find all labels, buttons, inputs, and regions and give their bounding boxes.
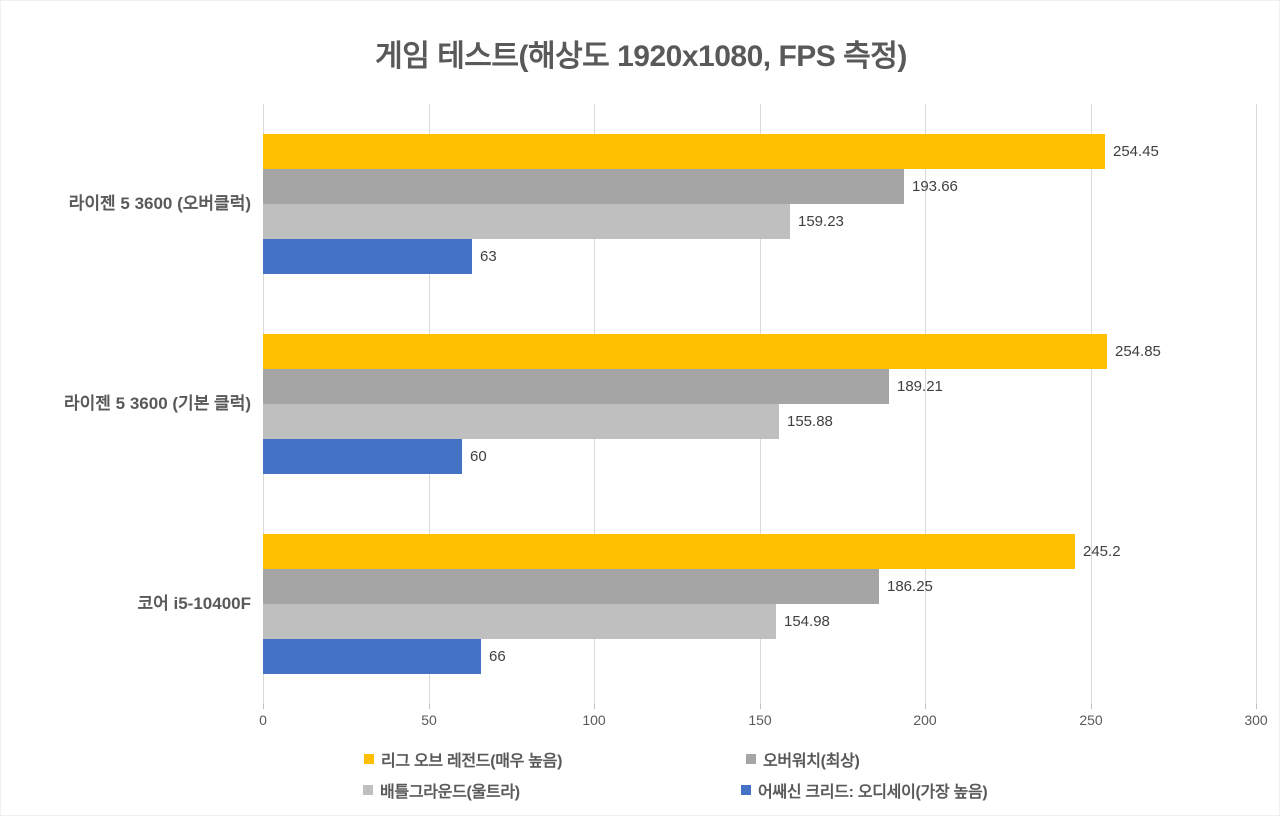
legend-item: 배틀그라운드(울트라) <box>363 780 520 801</box>
chart-title: 게임 테스트(해상도 1920x1080, FPS 측정) <box>375 40 907 73</box>
bar-group: 245.2 186.25 154.98 66 <box>263 504 1256 704</box>
bar-series-1-category-2 <box>263 569 879 604</box>
bar-series-3-category-1 <box>263 439 462 474</box>
bar-value-label: 245.2 <box>1083 543 1121 560</box>
bar-value-label: 66 <box>489 648 506 665</box>
x-axis-tick-label: 200 <box>913 712 937 728</box>
category-label: 라이젠 5 3600 (오버클럭) <box>68 194 251 213</box>
legend-label: 오버워치(최상) <box>763 753 860 770</box>
bar-value-label: 159.23 <box>798 213 844 230</box>
axis-tick-mark <box>263 704 264 709</box>
category-label: 코어 i5-10400F <box>137 594 252 613</box>
legend-item: 리그 오브 레전드(매우 높음) <box>364 749 563 770</box>
bar-series-1-category-1 <box>263 369 889 404</box>
legend-item: 오버워치(최상) <box>746 749 860 770</box>
axis-tick-mark <box>760 704 761 709</box>
bar-value-label: 193.66 <box>912 178 958 195</box>
axis-tick-mark <box>429 704 430 709</box>
bar-value-label: 189.21 <box>897 378 943 395</box>
x-axis-tick-label: 250 <box>1079 712 1103 728</box>
bar-value-label: 254.85 <box>1115 343 1161 360</box>
x-axis-tick-label: 100 <box>582 712 606 728</box>
bar-value-label: 254.45 <box>1113 143 1159 160</box>
legend-swatch-icon <box>364 754 374 764</box>
bar-value-label: 154.98 <box>784 613 830 630</box>
bar-value-label: 186.25 <box>887 578 933 595</box>
axis-tick-mark <box>1256 704 1257 709</box>
bar-series-0-category-0 <box>263 134 1105 169</box>
axis-tick-mark <box>1091 704 1092 709</box>
category-label: 라이젠 5 3600 (기본 클럭) <box>64 394 251 413</box>
bar-series-2-category-1 <box>263 404 779 439</box>
plot-area: 254.45 193.66 159.23 63 254.85 189.21 155.88 60… <box>263 104 1257 709</box>
legend-label: 배틀그라운드(울트라) <box>380 784 520 801</box>
bar-series-2-category-2 <box>263 604 776 639</box>
gridline <box>1256 104 1257 704</box>
bar-series-2-category-0 <box>263 204 790 239</box>
x-axis-tick-label: 150 <box>748 712 772 728</box>
bar-series-0-category-1 <box>263 334 1107 369</box>
bar-series-0-category-2 <box>263 534 1075 569</box>
bar-value-label: 155.88 <box>787 413 833 430</box>
legend-label: 어쌔신 크리드: 오디세이(가장 높음) <box>758 784 988 801</box>
legend-label: 리그 오브 레전드(매우 높음) <box>381 753 563 770</box>
x-axis-tick-label: 0 <box>259 712 267 728</box>
x-axis-tick-label: 300 <box>1244 712 1268 728</box>
x-axis-tick-label: 50 <box>421 712 437 728</box>
gridline <box>1091 104 1092 704</box>
axis-tick-mark <box>594 704 595 709</box>
bar-series-1-category-0 <box>263 169 904 204</box>
gridline <box>925 104 926 704</box>
axis-tick-mark <box>925 704 926 709</box>
legend-swatch-icon <box>746 754 756 764</box>
bar-group: 254.45 193.66 159.23 63 <box>263 104 1256 304</box>
legend-item: 어쌔신 크리드: 오디세이(가장 높음) <box>741 780 988 801</box>
bar-series-3-category-2 <box>263 639 481 674</box>
bar-group: 254.85 189.21 155.88 60 <box>263 304 1256 504</box>
bar-series-3-category-0 <box>263 239 472 274</box>
bar-value-label: 60 <box>470 448 487 465</box>
legend-swatch-icon <box>363 785 373 795</box>
bar-value-label: 63 <box>480 248 497 265</box>
legend-swatch-icon <box>741 785 751 795</box>
